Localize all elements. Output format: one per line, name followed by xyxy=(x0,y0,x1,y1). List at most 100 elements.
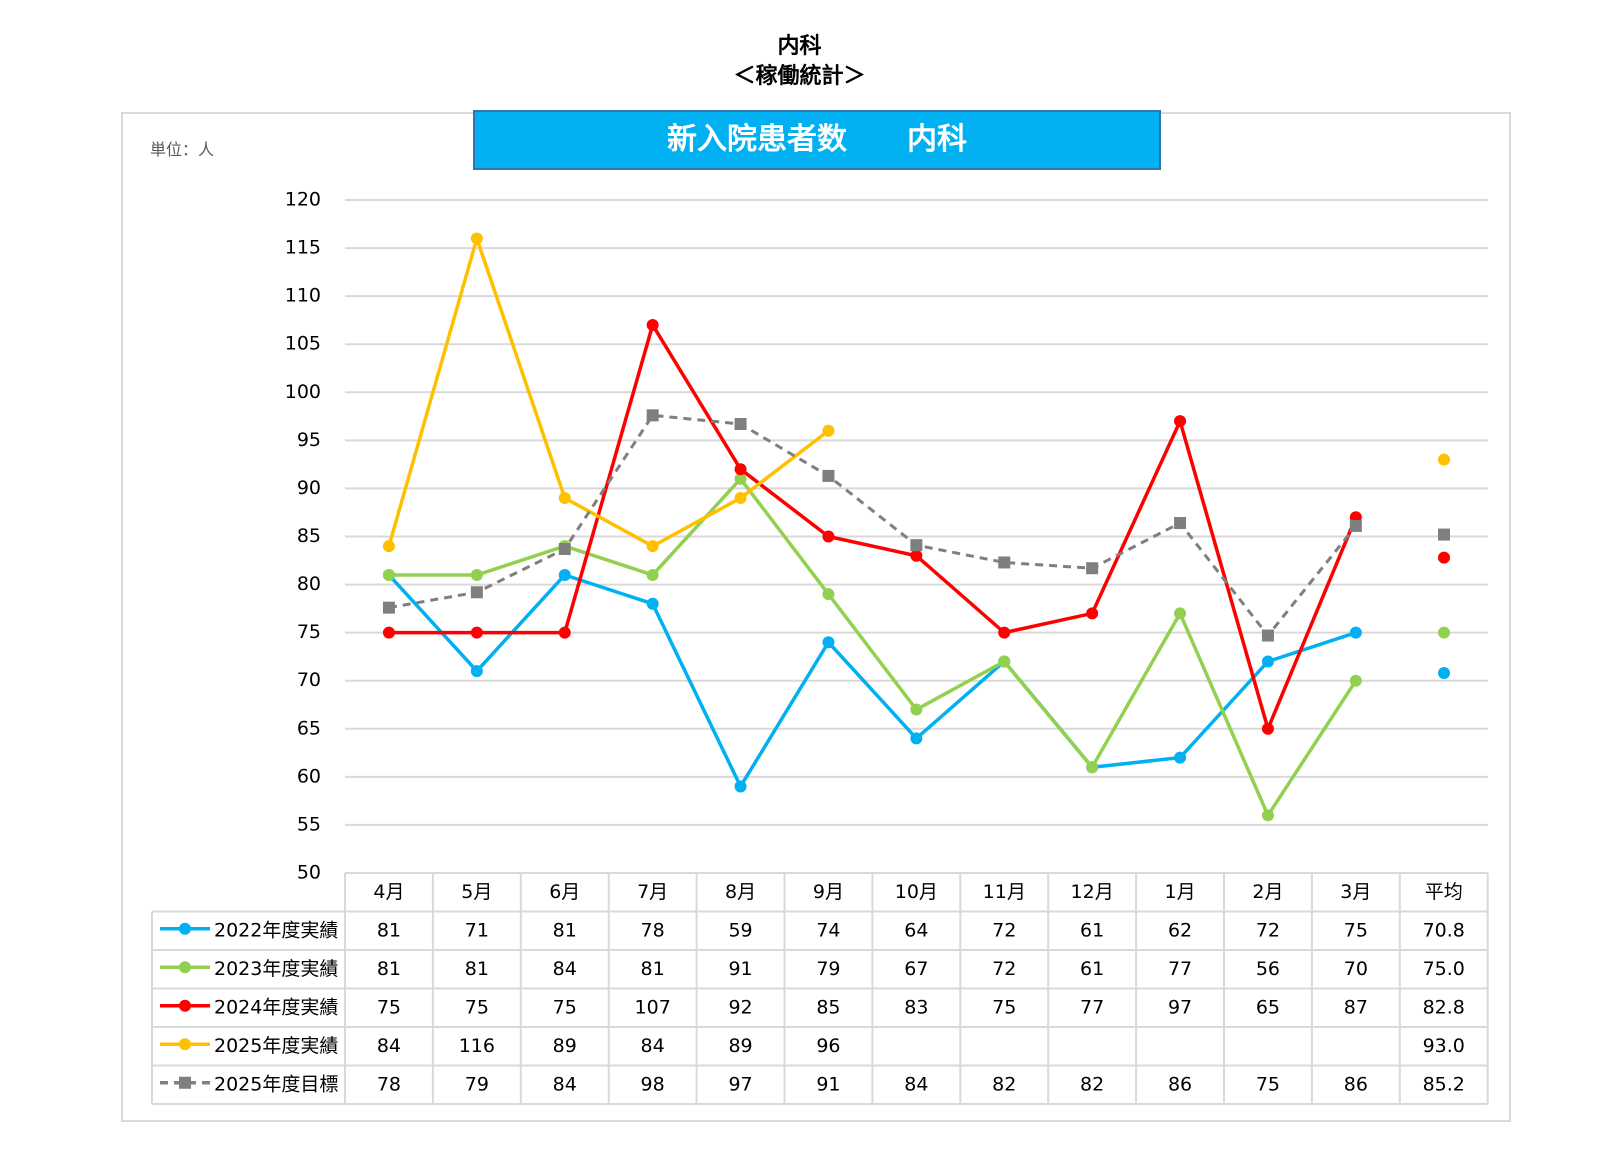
data-label: 97 xyxy=(1168,996,1192,1018)
data-point xyxy=(382,540,395,553)
x-category-label: 2月 xyxy=(1252,881,1283,903)
series-line xyxy=(388,413,1358,638)
legend-marker xyxy=(179,999,191,1012)
data-label: 75 xyxy=(1256,1073,1280,1095)
data-point xyxy=(998,556,1011,569)
legend-label: 2025年度実績 xyxy=(214,1035,338,1057)
data-label: 81 xyxy=(553,919,577,941)
data-point xyxy=(1086,761,1099,774)
data-label: 84 xyxy=(377,1035,401,1057)
unit-label: 単位：人 xyxy=(150,140,215,159)
data-label: 91 xyxy=(728,958,752,980)
data-label: 81 xyxy=(377,919,401,941)
data-point xyxy=(1174,415,1187,428)
data-point xyxy=(1086,562,1099,575)
data-label: 84 xyxy=(553,1073,577,1095)
data-point xyxy=(734,418,747,431)
average-value: 70.8 xyxy=(1423,919,1465,941)
legend-marker xyxy=(179,961,191,974)
legend-marker xyxy=(179,1076,191,1089)
data-label: 96 xyxy=(816,1035,840,1057)
data-label: 62 xyxy=(1168,919,1192,941)
data-point xyxy=(558,542,571,555)
data-label: 79 xyxy=(816,958,840,980)
data-label: 72 xyxy=(992,958,1016,980)
average-value: 82.8 xyxy=(1423,996,1465,1018)
data-label: 67 xyxy=(904,958,928,980)
data-label: 78 xyxy=(641,919,665,941)
data-point xyxy=(1349,674,1362,687)
series-2025年度目標 xyxy=(382,409,1450,642)
data-point xyxy=(822,588,835,601)
data-label: 89 xyxy=(728,1035,752,1057)
y-tick-label: 105 xyxy=(285,333,321,355)
data-label: 81 xyxy=(641,958,665,980)
y-tick-label: 80 xyxy=(297,573,321,595)
data-point xyxy=(734,463,747,476)
data-point xyxy=(910,703,923,716)
legend-label: 2022年度実績 xyxy=(214,919,338,941)
y-tick-label: 100 xyxy=(285,381,321,403)
data-point xyxy=(1174,517,1187,530)
average-header: 平均 xyxy=(1425,881,1463,903)
x-category-label: 1月 xyxy=(1165,881,1196,903)
data-label: 98 xyxy=(641,1073,665,1095)
average-value: 75.0 xyxy=(1423,958,1465,980)
data-point xyxy=(1349,519,1362,532)
data-label: 107 xyxy=(635,996,671,1018)
data-point xyxy=(470,665,483,678)
page-title-subtitle: ＜稼働統計＞ xyxy=(733,64,866,89)
data-label: 85 xyxy=(816,996,840,1018)
x-category-label: 6月 xyxy=(549,881,580,903)
page-title-department: 内科 xyxy=(777,34,822,59)
data-label: 64 xyxy=(904,919,928,941)
data-point xyxy=(382,601,395,614)
data-label: 59 xyxy=(728,919,752,941)
legend-label: 2024年度実績 xyxy=(214,996,338,1018)
legend-marker xyxy=(179,1038,191,1051)
data-label: 77 xyxy=(1080,996,1104,1018)
series-2024年度実績 xyxy=(382,318,1450,735)
page-title: 内科 ＜稼働統計＞ xyxy=(0,32,1599,92)
data-label: 79 xyxy=(465,1073,489,1095)
data-point xyxy=(1086,607,1099,620)
chart-title: 新入院患者数 内科 xyxy=(473,110,1161,170)
data-point xyxy=(470,232,483,245)
data-point xyxy=(558,492,571,505)
data-point xyxy=(998,655,1011,668)
y-tick-label: 110 xyxy=(285,285,321,307)
series-line xyxy=(388,320,1358,735)
x-category-label: 8月 xyxy=(725,881,756,903)
data-point xyxy=(1174,751,1187,764)
average-point xyxy=(1438,626,1450,639)
data-label: 75 xyxy=(553,996,577,1018)
data-point xyxy=(822,530,835,543)
x-category-label: 4月 xyxy=(373,881,404,903)
data-label: 91 xyxy=(816,1073,840,1095)
x-category-label: 9月 xyxy=(813,881,844,903)
data-point xyxy=(1261,809,1274,822)
x-category-label: 11月 xyxy=(983,881,1026,903)
data-label: 86 xyxy=(1168,1073,1192,1095)
average-value: 85.2 xyxy=(1423,1073,1465,1095)
x-category-label: 10月 xyxy=(895,881,938,903)
x-category-label: 12月 xyxy=(1071,881,1114,903)
data-point xyxy=(470,568,483,581)
data-point xyxy=(1261,629,1274,642)
data-point xyxy=(998,626,1011,639)
y-tick-label: 70 xyxy=(297,669,321,691)
y-tick-label: 85 xyxy=(297,525,321,547)
data-label: 84 xyxy=(641,1035,665,1057)
data-label: 75 xyxy=(377,996,401,1018)
data-label: 84 xyxy=(904,1073,928,1095)
data-label: 86 xyxy=(1344,1073,1368,1095)
y-tick-label: 120 xyxy=(285,189,321,211)
data-label: 72 xyxy=(1256,919,1280,941)
series-2023年度実績 xyxy=(382,472,1450,822)
data-label: 83 xyxy=(904,996,928,1018)
y-tick-label: 75 xyxy=(297,621,321,643)
data-label: 65 xyxy=(1256,996,1280,1018)
data-point xyxy=(734,472,747,485)
data-point xyxy=(734,780,747,793)
